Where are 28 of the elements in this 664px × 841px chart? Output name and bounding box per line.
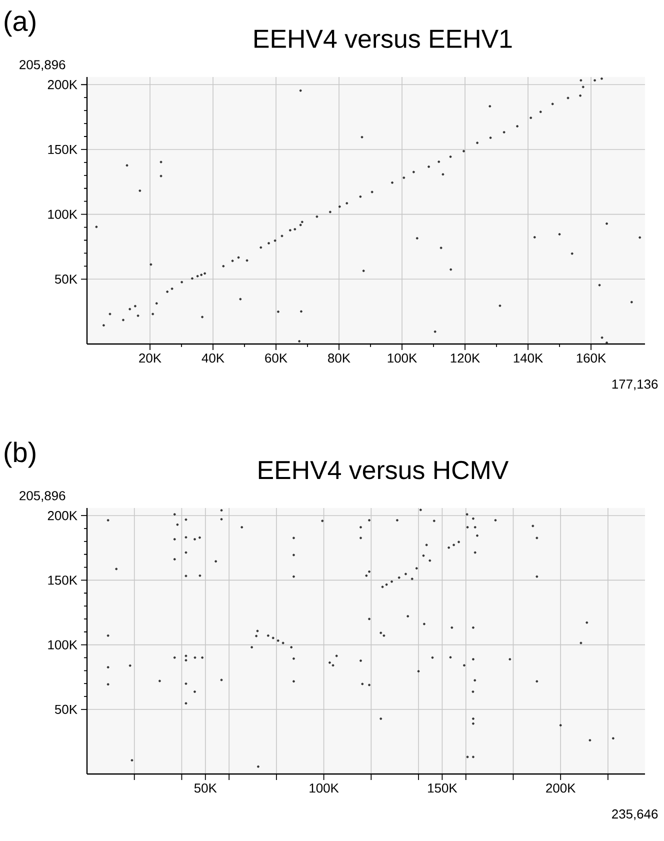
y-tick-label: 100K xyxy=(48,640,78,650)
y-tick-label: 150K xyxy=(48,144,78,154)
y-tick-label: 200K xyxy=(48,511,78,520)
x-tick-label: 150K xyxy=(428,783,458,793)
x-tick-label: 80K xyxy=(328,353,350,363)
x-tick-label: 60K xyxy=(265,353,288,363)
chart-title: EEHV4 versus HCMV xyxy=(258,460,509,480)
x-tick-label: 40K xyxy=(202,353,224,363)
x-tick-label: 120K xyxy=(450,353,480,363)
x-tick-label: 20K xyxy=(139,353,162,363)
x-tick-label: 140K xyxy=(514,353,543,363)
y-tick-label: 50K xyxy=(54,274,78,284)
x-tick-label: 160K xyxy=(576,353,606,363)
y-tick-label: 100K xyxy=(48,210,78,219)
x-tick-label: 100K xyxy=(388,353,417,363)
y-tick-label: 50K xyxy=(54,704,78,714)
text: 205,896 xyxy=(20,491,66,502)
text: 205,896 xyxy=(20,60,66,71)
x-tick-label: 100K xyxy=(310,783,339,793)
chart-title: EEHV4 versus EEHV1 xyxy=(254,30,512,48)
text: 235,646 xyxy=(612,809,658,820)
text: (a) xyxy=(4,10,36,37)
x-tick-label: 200K xyxy=(546,783,576,793)
y-tick-label: 150K xyxy=(48,576,78,585)
text: 177,136 xyxy=(612,380,658,390)
y-tick-label: 200K xyxy=(48,80,78,90)
text: (b) xyxy=(4,442,36,468)
x-tick-label: 50K xyxy=(194,783,217,793)
